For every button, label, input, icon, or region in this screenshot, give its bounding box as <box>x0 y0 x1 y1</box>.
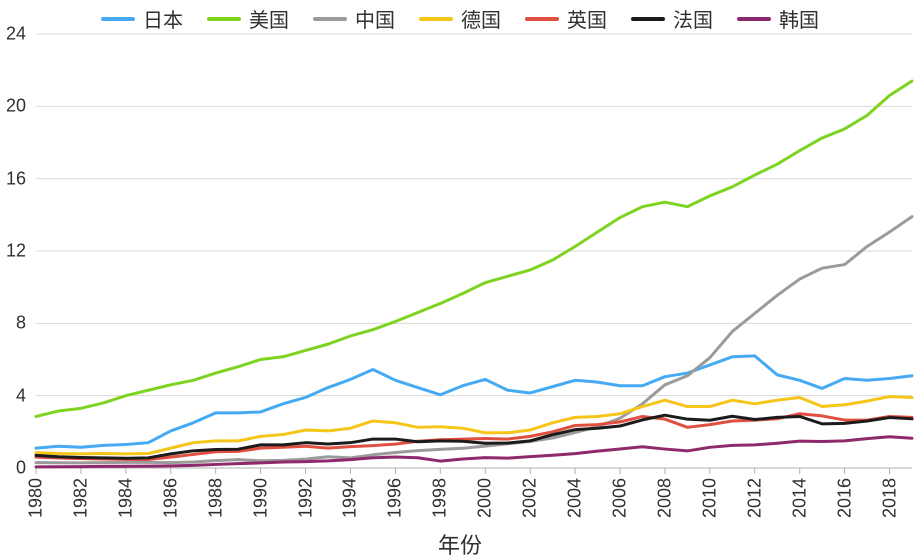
legend-swatch <box>419 17 453 21</box>
y-tick-label: 20 <box>6 96 26 117</box>
legend-label: 德国 <box>461 4 501 33</box>
y-tick-label: 24 <box>6 24 26 45</box>
x-tick-label: 1990 <box>250 478 271 518</box>
x-tick-label: 1998 <box>430 478 451 518</box>
series-line <box>36 217 912 463</box>
legend-item: 法国 <box>631 4 713 33</box>
y-tick-label: 0 <box>16 458 26 479</box>
legend-item: 德国 <box>419 4 501 33</box>
legend-item: 日本 <box>101 4 183 33</box>
legend-label: 韩国 <box>779 4 819 33</box>
legend-swatch <box>313 17 347 21</box>
x-tick-label: 1980 <box>26 478 47 518</box>
legend-label: 日本 <box>143 4 183 33</box>
legend: 日本 美国 中国 德国 英国 法国 韩国 <box>0 4 920 33</box>
x-tick-label: 2006 <box>610 478 631 518</box>
x-tick-label: 2018 <box>879 478 900 518</box>
legend-label: 美国 <box>249 4 289 33</box>
chart-container: 日本 美国 中国 德国 英国 法国 韩国 0 4 8 12 16 20 24 1980 1982 1984 1… <box>0 0 920 556</box>
legend-swatch <box>101 17 135 21</box>
x-tick-label: 2010 <box>699 478 720 518</box>
x-tick-label: 1996 <box>385 478 406 518</box>
legend-item: 中国 <box>313 4 395 33</box>
legend-item: 英国 <box>525 4 607 33</box>
x-tick-label: 1986 <box>160 478 181 518</box>
y-tick-label: 12 <box>6 241 26 262</box>
x-axis-title: 年份 <box>0 528 920 556</box>
x-tick-label: 2012 <box>744 478 765 518</box>
x-tick-label: 2008 <box>654 478 675 518</box>
x-tick-label: 1988 <box>205 478 226 518</box>
series-line <box>36 397 912 454</box>
x-tick-label: 2004 <box>565 478 586 518</box>
x-tick-label: 1992 <box>295 478 316 518</box>
y-tick-label: 4 <box>16 385 26 406</box>
y-tick-label: 8 <box>16 313 26 334</box>
y-tick-label: 16 <box>6 168 26 189</box>
legend-swatch <box>737 17 771 21</box>
x-tick-label: 1994 <box>340 478 361 518</box>
legend-item: 韩国 <box>737 4 819 33</box>
x-tick-label: 1984 <box>115 478 136 518</box>
legend-label: 英国 <box>567 4 607 33</box>
legend-label: 法国 <box>673 4 713 33</box>
x-tick-label: 2002 <box>520 478 541 518</box>
legend-swatch <box>631 17 665 21</box>
legend-item: 美国 <box>207 4 289 33</box>
series-line <box>36 81 912 416</box>
line-chart <box>0 0 920 556</box>
legend-swatch <box>207 17 241 21</box>
legend-swatch <box>525 17 559 21</box>
x-tick-label: 1982 <box>70 478 91 518</box>
series-line <box>36 356 912 448</box>
series-line <box>36 415 912 458</box>
x-tick-label: 2016 <box>834 478 855 518</box>
x-tick-label: 2000 <box>475 478 496 518</box>
x-tick-label: 2014 <box>789 478 810 518</box>
series-line <box>36 414 912 460</box>
legend-label: 中国 <box>355 4 395 33</box>
